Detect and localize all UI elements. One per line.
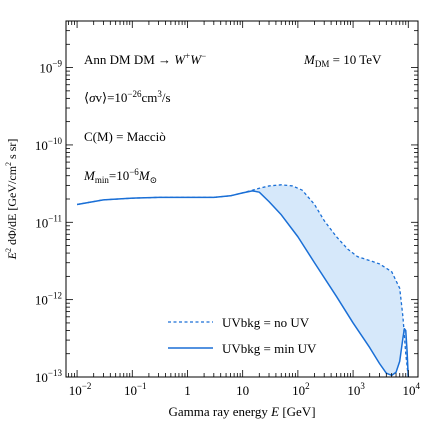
- series-layer: [76, 184, 410, 378]
- legend-label-min-uv: UVbkg = min UV: [222, 341, 317, 356]
- x-tick-label: 1: [184, 383, 191, 398]
- x-axis-label: Gamma ray energy E [GeV]: [168, 404, 315, 419]
- y-tick-label: 10−12: [35, 291, 62, 308]
- tick-layer: [66, 20, 418, 378]
- y-tick-label: 10−13: [35, 368, 63, 385]
- uncertainty-band: [77, 184, 409, 377]
- series-line-min-uv: [76, 190, 410, 378]
- x-tick-label: 10: [236, 383, 249, 398]
- y-tick-label: 10−9: [39, 59, 62, 76]
- annotation-cross-section: ⟨σv⟩=10−26cm3/s: [84, 89, 171, 105]
- annotation-block: Ann DM DM → W+W− ⟨σv⟩=10−26cm3/s C(M) = …: [83, 51, 382, 185]
- annotation-channel: Ann DM DM → W+W−: [84, 51, 206, 67]
- x-tick-label: 10−2: [69, 381, 92, 398]
- annotation-dm-mass: MDM = 10 TeV: [303, 52, 382, 69]
- legend: UVbkg = no UV UVbkg = min UV: [168, 315, 317, 356]
- band-layer: [77, 184, 409, 377]
- x-tick-label: 10−1: [124, 381, 147, 398]
- series-line-no-uv: [76, 184, 409, 378]
- annotation-concentration: C(M) = Macciò: [84, 129, 166, 144]
- y-axis-label: E2 dΦ/dE [GeV/cm2 s sr]: [4, 139, 19, 261]
- x-tick-label: 102: [292, 381, 310, 398]
- x-tick-label: 103: [347, 381, 365, 398]
- y-tick-label: 10−10: [35, 136, 63, 153]
- annotation-min-mass: Mmin=10−6M⊙: [83, 167, 157, 185]
- x-tick-label: 104: [403, 381, 421, 398]
- tick-label-layer: 10−2 10−1 1 10 102 103 10410−1310−1210−1110−10…: [35, 59, 421, 398]
- legend-label-no-uv: UVbkg = no UV: [222, 315, 310, 330]
- y-tick-label: 10−11: [35, 213, 62, 230]
